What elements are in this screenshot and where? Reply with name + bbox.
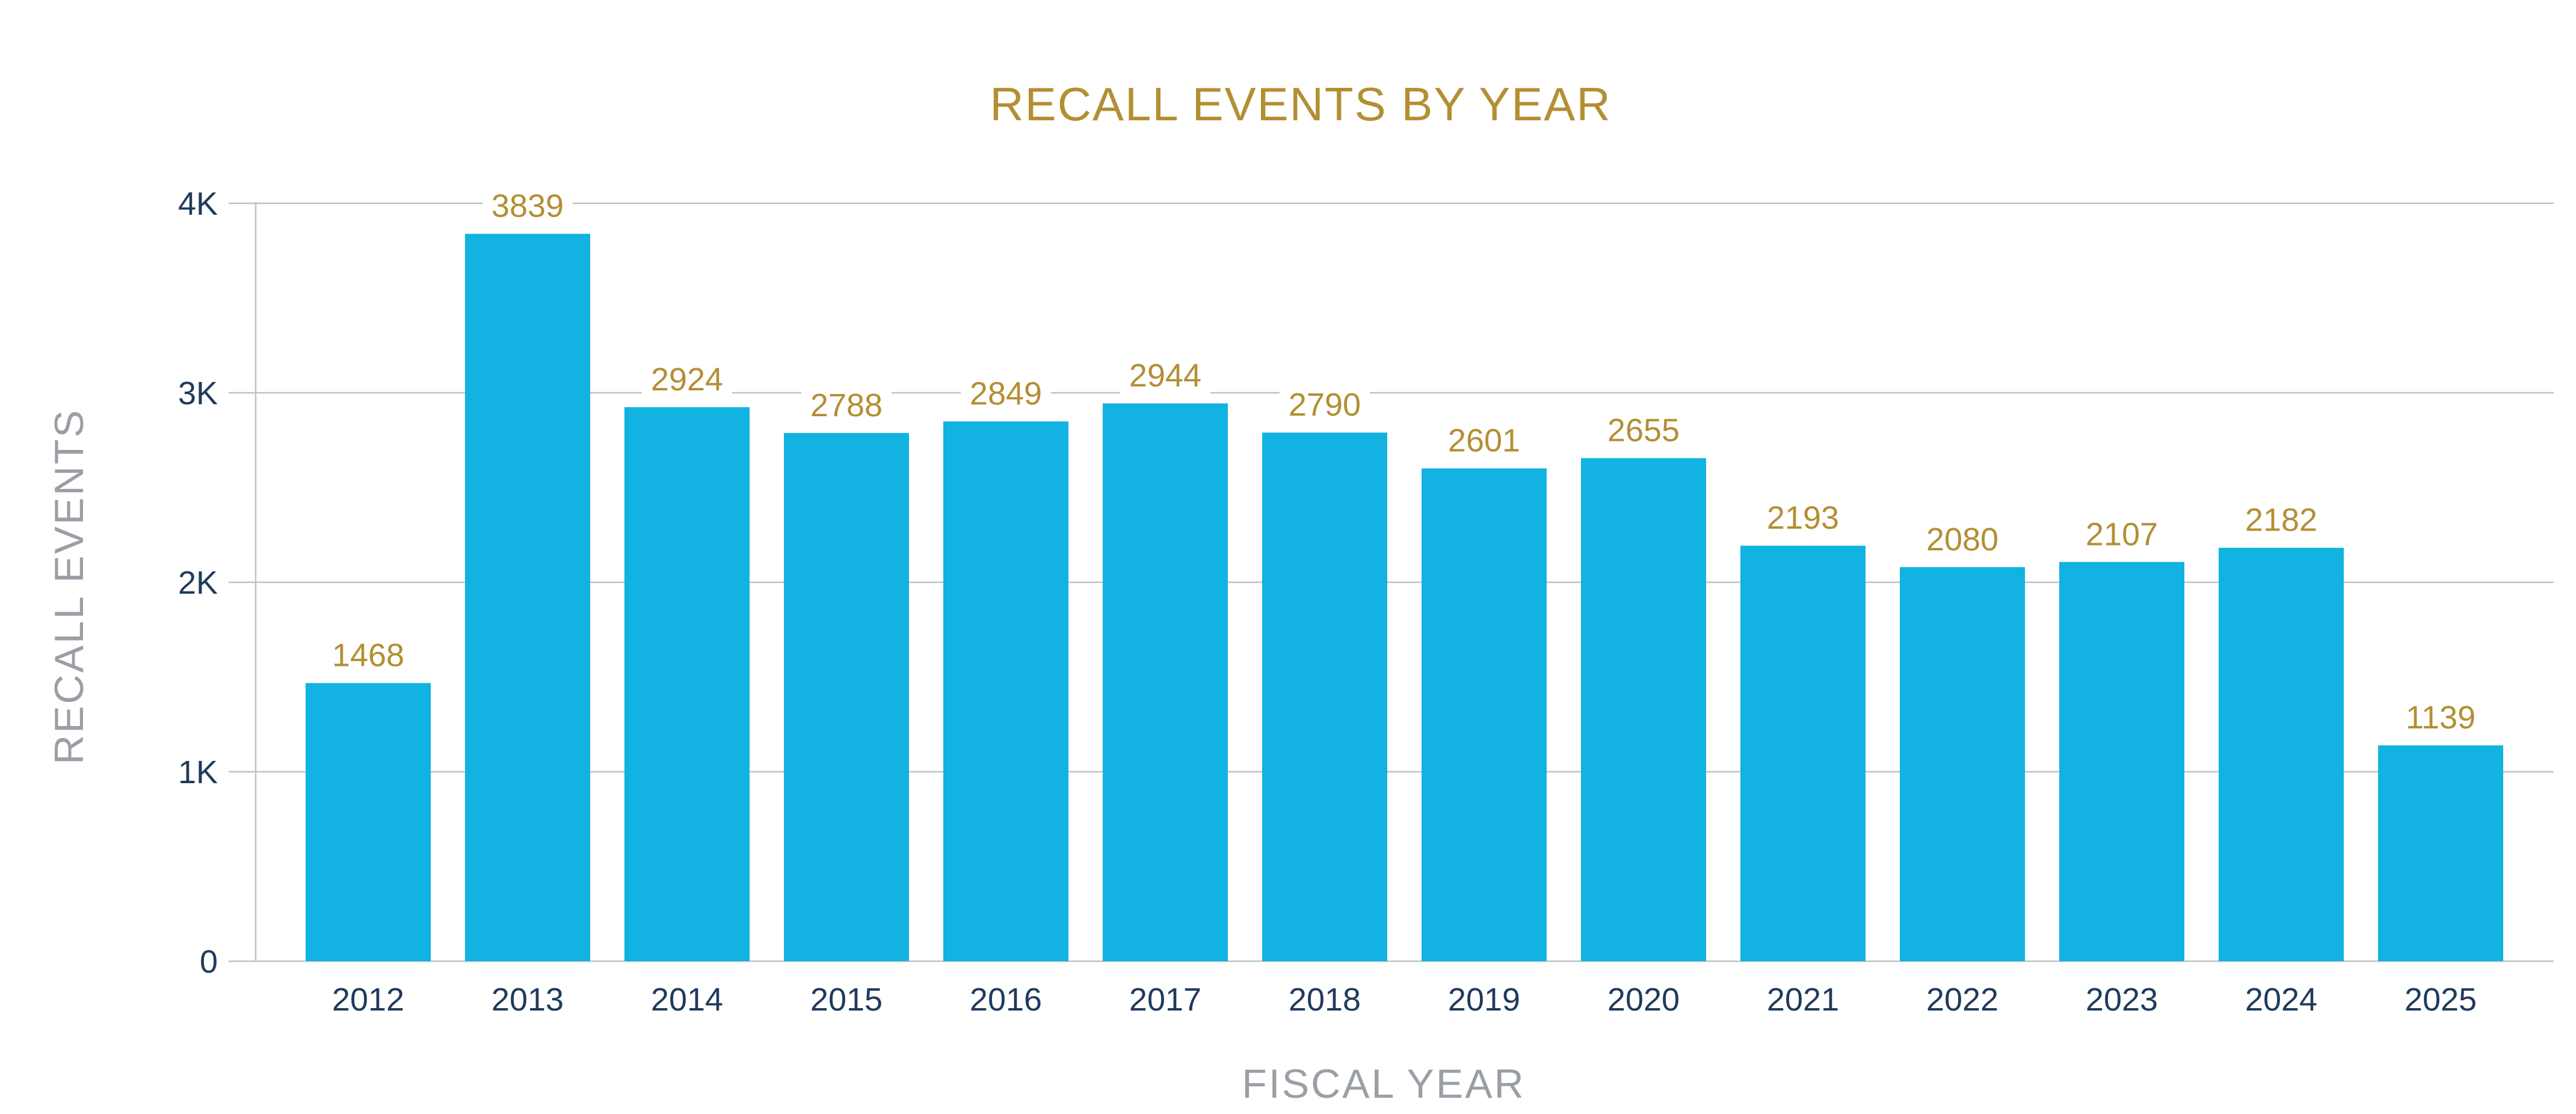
bar [1262, 432, 1387, 961]
x-tick-label: 2022 [1926, 982, 1998, 1018]
x-tick-label: 2023 [2086, 982, 2158, 1018]
value-label: 2924 [651, 362, 723, 398]
value-label-background [1120, 355, 1210, 394]
bar [1740, 546, 1866, 961]
value-label: 2790 [1289, 387, 1361, 423]
value-label-background [1758, 497, 1848, 537]
value-label: 2849 [970, 376, 1042, 412]
x-axis-title: FISCAL YEAR [1242, 1061, 1525, 1107]
value-label: 2107 [2086, 516, 2158, 552]
value-label: 3839 [491, 188, 564, 224]
value-label: 2944 [1129, 358, 1201, 394]
value-label: 2182 [2245, 502, 2317, 538]
bar [1422, 468, 1547, 961]
value-label: 2601 [1448, 423, 1520, 459]
value-label-background [801, 384, 892, 423]
y-axis-title: RECALL EVENTS [46, 408, 92, 765]
chart-title: RECALL EVENTS BY YEAR [990, 78, 1611, 131]
bar [1103, 403, 1228, 961]
value-label-background [2077, 514, 2167, 553]
bars [306, 233, 2503, 962]
value-label-background [1439, 420, 1529, 459]
value-label: 1468 [332, 638, 404, 674]
bar [306, 683, 431, 961]
value-label-background [1280, 384, 1370, 423]
x-tick-label: 2016 [970, 982, 1042, 1018]
y-tick-label: 4K [178, 186, 218, 222]
value-label-background [2236, 499, 2326, 538]
y-axis-ticks: 0 1K 2K 3K 4K [178, 186, 218, 980]
value-label-background [961, 373, 1051, 412]
bar [784, 432, 909, 961]
value-label-background [323, 635, 413, 674]
bar [2219, 547, 2344, 961]
x-tick-label: 2024 [2245, 982, 2317, 1018]
value-labels: 1468 3839 2924 2788 2849 2944 2790 2601 2655 2193… [323, 185, 2486, 736]
x-tick-label: 2018 [1289, 982, 1361, 1018]
value-label: 1139 [2406, 700, 2476, 736]
value-label-background [482, 185, 573, 224]
bar [624, 407, 750, 961]
x-tick-label: 2017 [1129, 982, 1201, 1018]
bar [1900, 567, 2025, 961]
value-label-background [1917, 519, 2007, 558]
value-label: 2193 [1767, 500, 1839, 536]
y-tick-label: 3K [178, 375, 218, 411]
y-tick-label: 2K [178, 565, 218, 601]
bar [943, 421, 1068, 961]
y-tick-label: 0 [200, 944, 218, 980]
bar [465, 233, 590, 962]
x-tick-label: 2025 [2405, 982, 2477, 1018]
value-label-background [642, 359, 732, 398]
x-tick-label: 2019 [1448, 982, 1520, 1018]
bar [2378, 745, 2503, 961]
bar [2059, 562, 2184, 961]
y-tick-label: 1K [178, 754, 218, 790]
x-tick-label: 2015 [810, 982, 883, 1018]
x-tick-label: 2012 [332, 982, 404, 1018]
x-tick-label: 2013 [491, 982, 564, 1018]
value-label: 2788 [810, 387, 883, 423]
value-label: 2080 [1926, 522, 1998, 558]
value-label-background [2396, 697, 2486, 736]
value-label: 2655 [1607, 413, 1680, 449]
x-tick-label: 2014 [651, 982, 723, 1018]
x-tick-label: 2021 [1767, 982, 1839, 1018]
x-tick-label: 2020 [1607, 982, 1680, 1018]
value-label-background [1598, 410, 1689, 449]
bar [1581, 458, 1706, 961]
x-axis-ticks: 2012 2013 2014 2015 2016 2017 2018 2019 2020 2021… [332, 982, 2477, 1018]
